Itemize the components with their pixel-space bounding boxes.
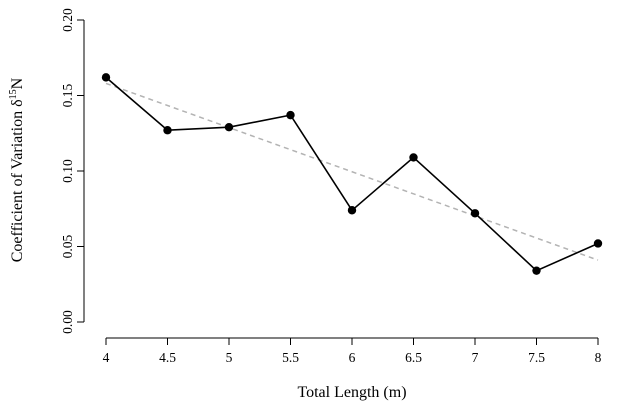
data-point: [532, 266, 541, 275]
data-point: [409, 153, 418, 162]
data-point: [224, 123, 234, 132]
y-axis-title-superscript: 15: [8, 89, 19, 99]
trend-line: [105, 82, 599, 261]
y-tick-label: 0.20: [60, 8, 75, 32]
data-point: [347, 206, 357, 215]
x-tick-label: 4.5: [159, 350, 176, 365]
x-tick-label: 5.5: [282, 350, 299, 365]
y-axis-title-main: Coefficient of Variation δ: [9, 99, 26, 262]
x-tick-label: 6: [349, 350, 356, 365]
x-tick-label: 8: [595, 350, 602, 365]
x-tick-label: 5: [226, 350, 233, 365]
x-tick-label: 7: [472, 350, 479, 365]
axes: 0.00 0.05 0.10 0.15 0.20 4 4.5 5 5.5 6 6.5 7 7.5 8: [60, 8, 602, 365]
data-point: [470, 209, 480, 218]
y-tick-label: 0.10: [60, 159, 75, 183]
x-tick-label: 7.5: [528, 350, 545, 365]
data-point: [286, 110, 295, 120]
data-point: [101, 73, 111, 82]
data-point: [163, 126, 172, 135]
series-line: [105, 76, 599, 272]
data-point: [593, 239, 603, 248]
x-tick-label: 4: [103, 350, 110, 365]
x-tick-label: 6.5: [405, 350, 422, 365]
y-axis-title: Coefficient of Variation δ15N: [8, 77, 26, 262]
plot-area: [101, 73, 603, 275]
y-tick-label: 0.15: [60, 83, 75, 107]
x-axis-title: Total Length (m): [297, 384, 406, 401]
y-axis-title-suffix: N: [9, 77, 26, 89]
y-tick-label: 0.00: [60, 310, 75, 334]
y-tick-label: 0.05: [60, 234, 75, 258]
